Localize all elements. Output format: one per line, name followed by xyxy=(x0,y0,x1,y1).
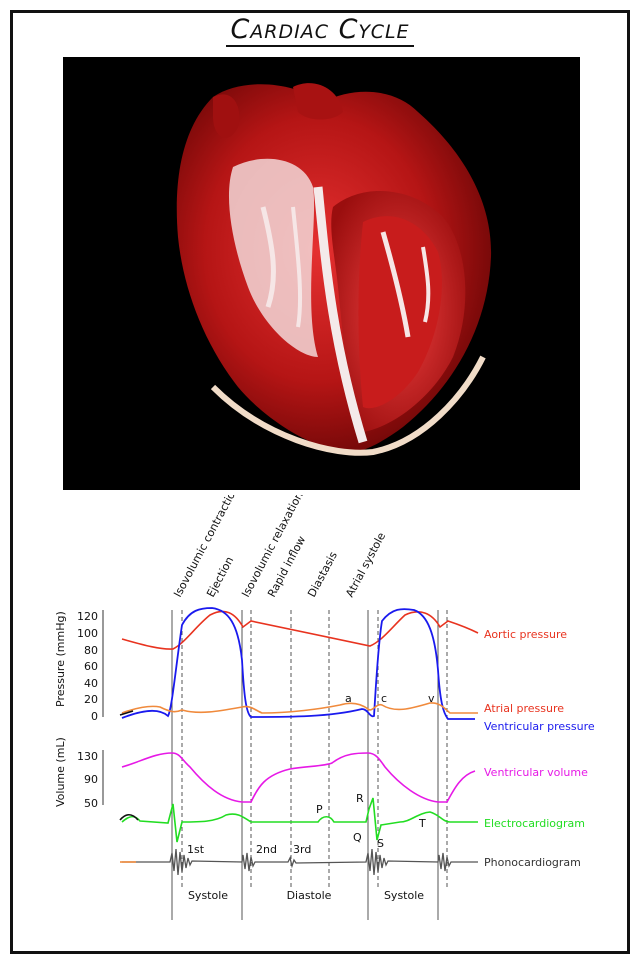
heart-sound-3rd: 3rd xyxy=(293,843,311,856)
pressure-tick: 80 xyxy=(84,644,98,657)
volume-tick: 130 xyxy=(77,750,98,763)
wave-label-T: T xyxy=(418,817,426,830)
wave-label-S: S xyxy=(377,837,384,850)
wave-label-R: R xyxy=(356,792,364,805)
wave-label-c: c xyxy=(381,692,387,705)
legend-phonocardiogram: Phonocardiogram xyxy=(484,856,581,869)
pressure-tick: 120 xyxy=(77,610,98,623)
phase-isovolumic-contraction: Isovolumic contraction xyxy=(171,495,241,599)
phonocardiogram-curve xyxy=(122,848,478,876)
heart-illustration xyxy=(63,57,580,490)
phase-dividers xyxy=(171,610,439,920)
wiggers-diagram: Isovolumic contraction Ejection Isovolum… xyxy=(54,495,595,920)
ventricular-volume-curve xyxy=(121,752,476,803)
legend-atrial-pressure: Atrial pressure xyxy=(484,702,564,715)
volume-tick: 50 xyxy=(84,797,98,810)
volume-axis-label: Volume (mL) xyxy=(54,737,67,807)
legend-ventricular-volume: Ventricular volume xyxy=(484,766,588,779)
wave-label-P: P xyxy=(316,803,323,816)
atrial-pressure-curve xyxy=(121,702,478,714)
wave-label-Q: Q xyxy=(353,831,362,844)
wave-label-a: a xyxy=(345,692,352,705)
pressure-tick: 0 xyxy=(91,710,98,723)
phase-dashed-lines xyxy=(181,610,448,890)
period-diastole: Diastole xyxy=(287,889,332,902)
heart-sound-1st: 1st xyxy=(187,843,205,856)
phase-atrial-systole: Atrial systole xyxy=(343,530,388,599)
ecg-curve xyxy=(121,797,478,843)
wave-label-v: v xyxy=(428,692,435,705)
legend-electrocardiogram: Electrocardiogram xyxy=(484,817,585,830)
ventricular-pressure-curve xyxy=(121,607,475,720)
pressure-tick: 60 xyxy=(84,660,98,673)
pressure-tick: 100 xyxy=(77,627,98,640)
period-systole: Systole xyxy=(188,889,228,902)
phase-diastasis: Diastasis xyxy=(305,549,340,599)
legend-aortic-pressure: Aortic pressure xyxy=(484,628,567,641)
pressure-axis-label: Pressure (mmHg) xyxy=(54,611,67,707)
pressure-tick: 40 xyxy=(84,677,98,690)
page-title: Cardiac Cycle xyxy=(0,14,640,47)
volume-tick: 90 xyxy=(84,773,98,786)
period-systole: Systole xyxy=(384,889,424,902)
pressure-tick: 20 xyxy=(84,693,98,706)
legend-ventricular-pressure: Ventricular pressure xyxy=(484,720,595,733)
aortic-pressure-curve xyxy=(121,610,479,650)
phase-ejection: Ejection xyxy=(204,555,236,600)
heart-sound-2nd: 2nd xyxy=(256,843,277,856)
